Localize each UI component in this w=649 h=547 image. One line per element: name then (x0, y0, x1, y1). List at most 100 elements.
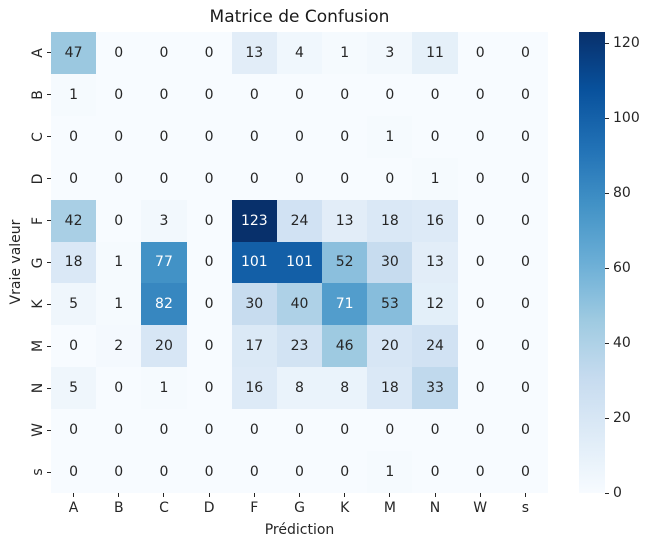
x-tick-mark (389, 493, 391, 497)
heatmap-cell-W-W: 0 (457, 409, 503, 452)
y-tick-label-s: s (30, 468, 46, 476)
x-tick-mark (253, 493, 255, 497)
y-tick-mark (47, 262, 51, 263)
heatmap-cell-D-D: 0 (186, 157, 232, 200)
y-tick-label-M: M (30, 340, 46, 353)
heatmap-cell-s-D: 0 (186, 451, 232, 493)
heatmap-cell-K-M: 53 (367, 283, 413, 326)
y-tick-mark (47, 471, 51, 473)
heatmap-grid: 47 0 0 0 13 4 1 3 11 0 0 1 0 0 0 0 0 0 0 0 0 0 0 0 0 0 0 0 0 1 0 0 0 0 0 0 0… (51, 32, 548, 493)
heatmap-cell-s-A: 0 (51, 451, 97, 493)
heatmap-cell-F-K: 13 (322, 199, 368, 242)
heatmap-cell-B-W: 0 (457, 73, 503, 116)
y-tick-mark (47, 94, 51, 96)
heatmap-cell-B-K: 0 (322, 73, 368, 116)
heatmap-cell-B-G: 0 (276, 73, 323, 116)
heatmap-cell-s-C: 0 (141, 451, 187, 493)
heatmap-cell-C-W: 0 (457, 115, 503, 158)
heatmap-cell-F-s: 0 (502, 199, 548, 242)
y-tick-mark (47, 136, 51, 138)
colorbar-tick-mark (605, 342, 609, 344)
colorbar-tick-mark (605, 117, 609, 119)
y-tick-mark (47, 429, 51, 431)
heatmap-cell-G-W: 0 (457, 241, 503, 284)
x-tick-label-G: G (294, 500, 305, 516)
heatmap-cell-F-M: 18 (367, 199, 413, 242)
x-tick-label-B: B (113, 500, 124, 516)
heatmap-cell-G-D: 0 (186, 241, 232, 284)
y-tick-label-A: A (30, 48, 46, 58)
heatmap-cell-W-K: 0 (322, 409, 368, 452)
heatmap-cell-F-W: 0 (457, 199, 503, 242)
x-tick-label-D: D (203, 500, 215, 516)
heatmap-cell-N-W: 0 (457, 367, 503, 410)
colorbar-tick-mark (605, 192, 609, 194)
heatmap-cell-W-D: 0 (186, 409, 232, 452)
heatmap-cell-K-K: 71 (322, 283, 368, 326)
x-tick-mark (524, 493, 526, 497)
x-tick-label-s: s (521, 500, 530, 516)
heatmap-cell-D-s: 0 (502, 157, 548, 200)
heatmap-cell-W-F: 0 (231, 409, 277, 452)
colorbar-tick-label-120: 120 (613, 35, 640, 52)
x-tick-mark (73, 493, 75, 497)
heatmap-cell-W-A: 0 (51, 409, 97, 452)
heatmap-cell-K-C: 82 (141, 283, 187, 326)
heatmap-cell-s-B: 0 (96, 451, 142, 493)
y-tick-mark (47, 52, 51, 54)
heatmap-cell-A-C: 0 (141, 32, 187, 74)
heatmap-cell-M-F: 17 (231, 325, 277, 368)
heatmap-cell-N-N: 33 (412, 367, 458, 410)
y-tick-label-F: F (30, 216, 46, 225)
heatmap-cell-W-s: 0 (502, 409, 548, 452)
heatmap-cell-M-D: 0 (186, 325, 232, 368)
heatmap-cell-D-C: 0 (141, 157, 187, 200)
heatmap-cell-C-M: 1 (367, 115, 413, 158)
x-tick-label-N: N (429, 500, 441, 516)
x-tick-mark (163, 493, 165, 497)
x-tick-label-C: C (159, 500, 169, 516)
heatmap-cell-M-K: 46 (322, 325, 368, 368)
colorbar (579, 32, 605, 493)
heatmap-cell-D-N: 1 (412, 157, 458, 200)
heatmap-cell-D-G: 0 (276, 157, 323, 200)
heatmap-cell-D-M: 0 (367, 157, 413, 200)
heatmap-cell-A-W: 0 (457, 32, 503, 74)
heatmap-cell-A-D: 0 (186, 32, 232, 74)
heatmap-cell-N-M: 18 (367, 367, 413, 410)
heatmap-cell-G-K: 52 (322, 241, 368, 284)
heatmap-cell-G-N: 13 (412, 241, 458, 284)
heatmap-cell-B-D: 0 (186, 73, 232, 116)
heatmap-cell-W-N: 0 (412, 409, 458, 452)
heatmap-cell-N-G: 8 (276, 367, 323, 410)
heatmap-cell-N-C: 1 (141, 367, 187, 410)
heatmap-cell-s-W: 0 (457, 451, 503, 493)
heatmap-cell-M-W: 0 (457, 325, 503, 368)
y-tick-mark (47, 220, 51, 222)
heatmap-cell-F-C: 3 (141, 199, 187, 242)
colorbar-tick-mark (605, 417, 609, 419)
y-axis-label: Vraie valeur (8, 219, 24, 305)
heatmap-cell-W-G: 0 (276, 409, 323, 452)
heatmap-cell-A-A: 47 (51, 32, 97, 74)
heatmap-cell-F-N: 16 (412, 199, 458, 242)
heatmap-cell-N-D: 0 (186, 367, 232, 410)
x-tick-mark (118, 493, 120, 497)
heatmap-cell-M-s: 0 (502, 325, 548, 368)
heatmap-cell-K-G: 40 (276, 283, 323, 326)
heatmap-cell-G-s: 0 (502, 241, 548, 284)
heatmap-cell-C-F: 0 (231, 115, 277, 158)
heatmap-cell-C-N: 0 (412, 115, 458, 158)
heatmap-cell-A-s: 0 (502, 32, 548, 74)
heatmap-cell-G-M: 30 (367, 241, 413, 284)
heatmap-cell-N-F: 16 (231, 367, 277, 410)
colorbar-tick-mark (605, 42, 609, 44)
heatmap-cell-M-C: 20 (141, 325, 187, 368)
heatmap-cell-B-C: 0 (141, 73, 187, 116)
heatmap-cell-D-F: 0 (231, 157, 277, 200)
colorbar-tick-label-0: 0 (613, 485, 622, 501)
y-tick-label-N: N (30, 382, 46, 394)
heatmap-cell-W-C: 0 (141, 409, 187, 452)
heatmap-cell-G-A: 18 (51, 241, 97, 284)
x-tick-mark (434, 493, 436, 497)
